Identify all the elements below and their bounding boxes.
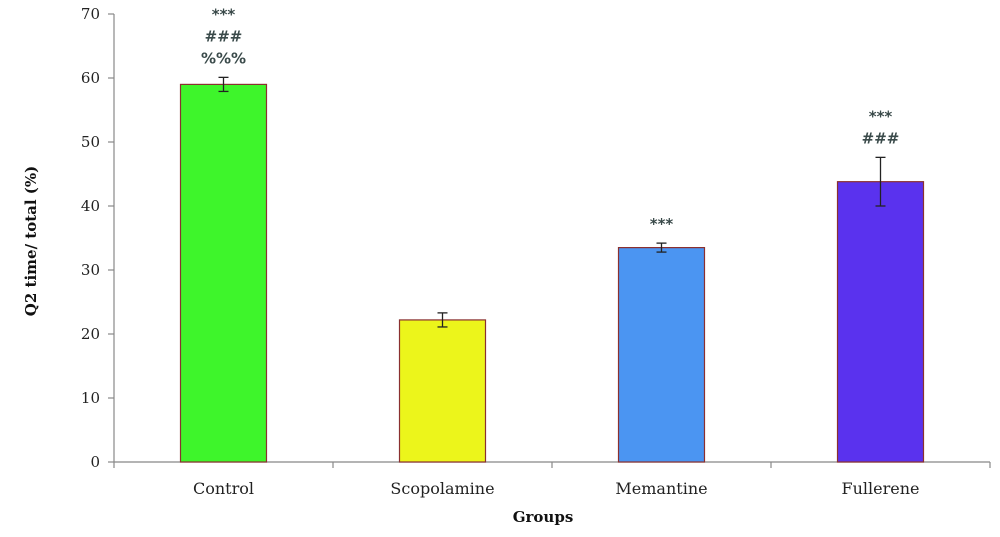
y-tick-label: 50 bbox=[81, 133, 100, 151]
x-tick-label: Fullerene bbox=[842, 479, 920, 498]
significance-label: *** bbox=[650, 215, 674, 233]
significance-label: *** bbox=[869, 107, 893, 125]
significance-label: %%% bbox=[201, 49, 246, 67]
bar-fullerene bbox=[836, 181, 925, 463]
y-tick-label: 20 bbox=[81, 325, 100, 343]
significance-label: ### bbox=[862, 129, 900, 147]
y-tick-label: 0 bbox=[90, 453, 100, 471]
y-tick-label: 70 bbox=[81, 5, 100, 23]
x-tick-label: Memantine bbox=[615, 479, 707, 498]
y-axis: 0 10 20 30 40 50 60 70 bbox=[81, 5, 115, 471]
bars bbox=[179, 76, 925, 463]
y-tick-label: 30 bbox=[81, 261, 100, 279]
bar-memantine bbox=[617, 247, 706, 463]
bar-scopolamine bbox=[398, 319, 487, 463]
significance-label: *** bbox=[212, 5, 236, 23]
bar-control bbox=[179, 83, 268, 463]
y-tick-label: 40 bbox=[81, 197, 100, 215]
x-axis-title: Groups bbox=[513, 508, 574, 526]
x-axis bbox=[113, 461, 991, 468]
labels: Control *** ###%%% Scopolamine Memantine *** F… bbox=[193, 5, 920, 498]
x-tick-label: Control bbox=[193, 479, 254, 498]
y-tick-label: 60 bbox=[81, 69, 100, 87]
y-tick-label: 10 bbox=[81, 389, 100, 407]
significance-label: ### bbox=[205, 27, 243, 45]
x-tick-label: Scopolamine bbox=[390, 479, 494, 498]
y-axis-title: Q2 time/ total (%) bbox=[22, 166, 40, 316]
